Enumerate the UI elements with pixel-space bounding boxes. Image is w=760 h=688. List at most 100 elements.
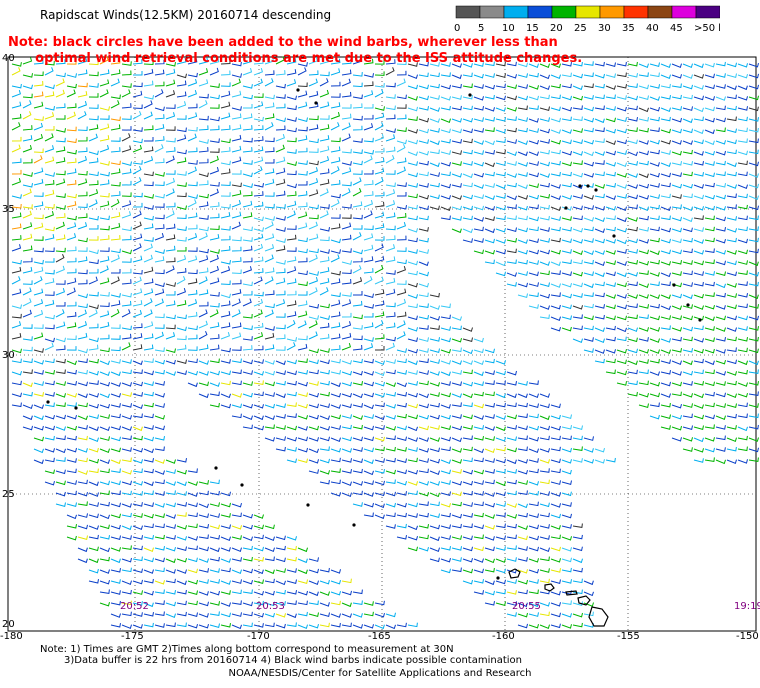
wind-barb <box>506 95 517 101</box>
wind-barb <box>143 490 154 496</box>
wind-barb <box>110 524 121 530</box>
wind-barb <box>319 179 330 186</box>
wind-barb <box>429 118 440 123</box>
wind-barb <box>77 279 88 285</box>
wind-barb <box>132 468 143 474</box>
wind-barb <box>286 161 297 167</box>
wind-barb <box>605 183 616 188</box>
wind-barb <box>396 265 407 274</box>
wind-barb <box>418 546 429 552</box>
wind-barb <box>396 382 407 388</box>
wind-barb <box>561 502 572 507</box>
wind-barb <box>330 437 341 442</box>
wind-barb <box>308 167 319 175</box>
wind-barb <box>176 600 187 606</box>
wind-barb <box>671 271 682 276</box>
wind-barb <box>66 435 77 441</box>
wind-barb <box>473 590 484 595</box>
wind-barb <box>319 303 330 309</box>
wind-barb <box>198 158 209 164</box>
wind-barb <box>198 301 209 307</box>
wind-barb <box>264 290 275 296</box>
wind-barb <box>132 579 143 585</box>
wind-barb <box>121 279 132 285</box>
lon-tick-175: -175 <box>121 631 144 642</box>
wind-barb <box>506 161 517 166</box>
wind-barb <box>671 425 682 431</box>
wind-barb <box>462 138 473 144</box>
wind-barb <box>418 393 429 399</box>
wind-barb <box>506 259 517 264</box>
wind-barb <box>616 139 627 145</box>
wind-barb <box>319 115 330 120</box>
wind-barb <box>77 393 88 399</box>
wind-barb <box>385 336 396 342</box>
wind-barb <box>33 59 44 65</box>
wind-barb <box>99 106 110 111</box>
wind-barb <box>473 491 484 496</box>
wind-barb <box>22 144 32 153</box>
wind-barb <box>671 238 682 244</box>
wind-barb <box>572 558 583 564</box>
wind-barb <box>440 215 451 221</box>
wind-barb <box>726 105 737 111</box>
wind-barb <box>407 392 418 398</box>
colorbar-swatch <box>503 5 529 19</box>
wind-barb <box>330 479 341 485</box>
wind-barb <box>484 546 495 552</box>
wind-barb <box>550 525 561 530</box>
wind-barb <box>99 56 109 65</box>
wind-barb <box>88 558 99 564</box>
wind-barb <box>209 182 220 187</box>
wind-barb <box>231 156 242 164</box>
wind-barb <box>88 414 99 420</box>
wind-barb <box>308 448 319 454</box>
wind-barb <box>33 155 43 164</box>
wind-barb <box>176 491 187 496</box>
wind-barb <box>737 347 748 353</box>
wind-barb <box>473 457 484 463</box>
wind-barb <box>33 404 44 409</box>
wind-barb <box>517 535 528 541</box>
wind-barb <box>308 469 319 474</box>
wind-barb <box>385 128 396 134</box>
wind-barb <box>429 95 440 100</box>
wind-barb <box>352 589 363 595</box>
wind-barb <box>627 127 638 132</box>
wind-barb <box>737 238 748 244</box>
wind-barb <box>66 301 77 307</box>
wind-barb <box>220 558 231 563</box>
wind-barb <box>616 184 627 189</box>
wind-barb <box>286 545 297 551</box>
wind-barb <box>715 337 726 342</box>
wind-barb <box>473 501 484 507</box>
wind-barb <box>265 159 275 164</box>
wind-barb <box>33 247 44 253</box>
wind-barb <box>396 221 407 230</box>
colorbar-label: 0 <box>454 23 460 34</box>
wind-barb <box>253 78 263 87</box>
wind-barb <box>165 569 176 574</box>
wind-barb <box>286 234 297 241</box>
wind-barb <box>209 556 220 562</box>
island-kauai <box>508 568 521 579</box>
wind-barb <box>594 261 605 266</box>
wind-barb <box>176 525 187 530</box>
wind-barb <box>33 332 44 340</box>
wind-barb <box>374 255 385 263</box>
wind-barb <box>660 139 671 145</box>
wind-barb <box>352 277 363 285</box>
wind-barb <box>363 191 374 197</box>
wind-barb <box>330 299 341 307</box>
wind-barb <box>627 303 638 309</box>
wind-barb <box>407 139 418 145</box>
wind-barb <box>440 392 451 398</box>
wind-barb <box>715 238 726 244</box>
wind-barb <box>165 265 175 274</box>
wind-barb <box>253 557 264 562</box>
wind-barb <box>341 260 352 265</box>
wind-barb <box>506 469 517 474</box>
wind-barb <box>55 254 65 263</box>
island-maui <box>577 595 591 606</box>
wind-barb <box>231 502 242 508</box>
